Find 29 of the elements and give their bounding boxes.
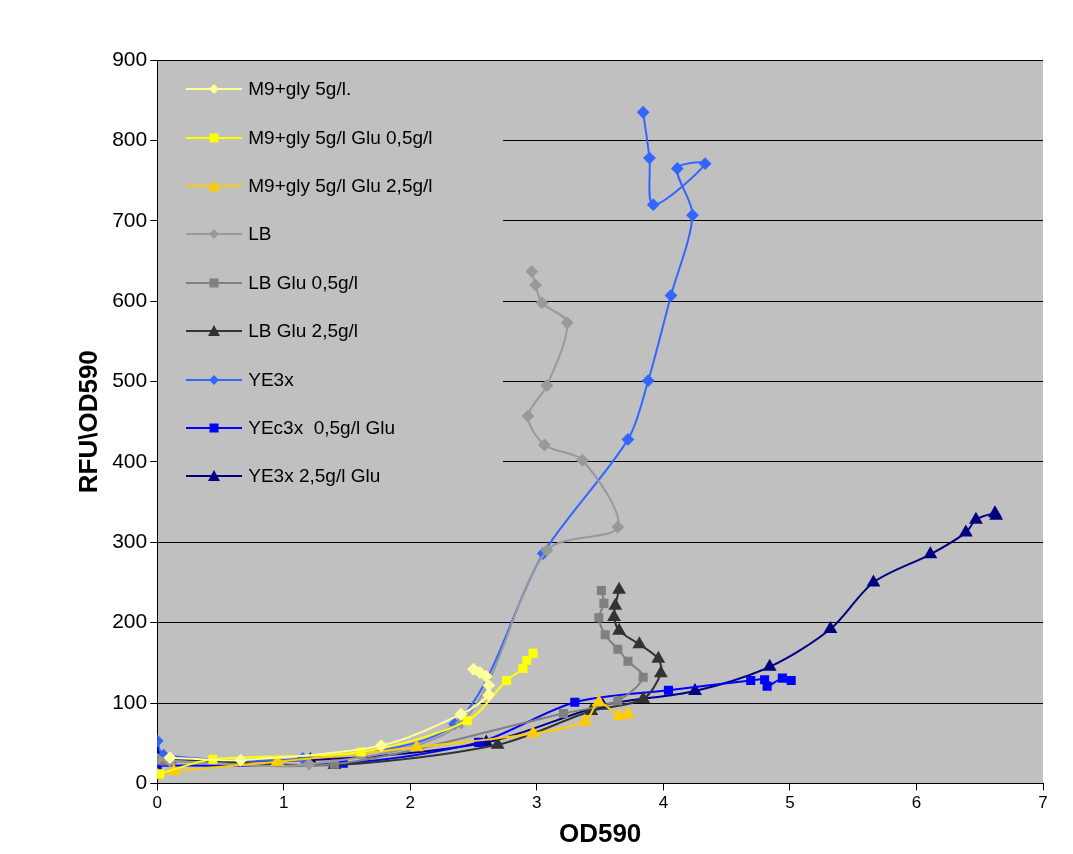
y-tick-label: 500 xyxy=(112,368,148,392)
legend-label: M9+gly 5g/l Glu 2,5g/l xyxy=(248,174,433,197)
legend-label: LB Glu 0,5g/l xyxy=(248,271,359,294)
x-tick-label: 3 xyxy=(532,793,542,813)
legend-label: LB Glu 2,5g/l xyxy=(248,320,359,343)
y-tick-label: 900 xyxy=(112,46,148,70)
x-tick-label: 7 xyxy=(1038,793,1048,813)
y-tick-label: 200 xyxy=(112,609,148,633)
y-tick-label: 0 xyxy=(135,770,148,794)
legend-label: LB xyxy=(248,223,272,246)
y-tick-label: 700 xyxy=(112,207,148,231)
y-tick-label: 100 xyxy=(112,689,148,713)
legend-label: YEc3x 0,5g/l Glu xyxy=(248,416,396,439)
x-tick-label: 0 xyxy=(152,793,162,813)
x-tick-label: 6 xyxy=(911,793,922,813)
y-tick-label: 300 xyxy=(112,529,148,553)
x-tick-label: 5 xyxy=(785,793,795,813)
y-tick-label: 800 xyxy=(112,127,148,151)
x-tick-label: 1 xyxy=(279,793,289,813)
legend-label: YE3x xyxy=(248,368,294,391)
x-tick-label: 2 xyxy=(405,793,416,813)
x-tick-label: 4 xyxy=(658,793,669,813)
y-tick-label: 400 xyxy=(112,448,148,472)
legend-label: M9+gly 5g/l. xyxy=(248,78,352,101)
y-axis-title: RFU\OD590 xyxy=(72,350,103,494)
legend-label: M9+gly 5g/l Glu 0,5g/l xyxy=(248,126,433,149)
legend-label: YE3x 2,5g/l Glu xyxy=(248,465,381,488)
x-axis-title: OD590 xyxy=(558,817,642,848)
y-tick-label: 600 xyxy=(112,287,148,311)
